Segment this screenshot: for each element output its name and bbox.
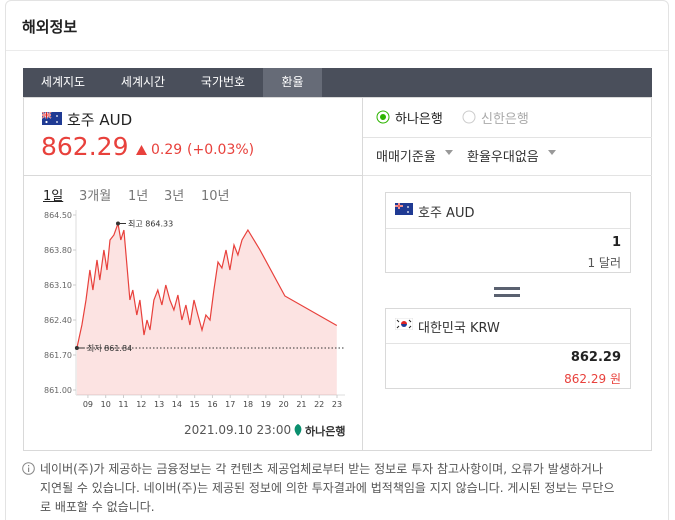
card (5, 0, 669, 520)
flag-au (395, 203, 413, 215)
y-tick-label: 862.40 (44, 316, 72, 325)
x-tick-label: 13 (154, 400, 164, 409)
converter-from-name: 호주 AUD (418, 206, 475, 221)
period-active[interactable]: 1일 (43, 189, 64, 204)
header-title: 해외정보 (22, 18, 78, 36)
y-tick-label: 861.70 (44, 351, 72, 360)
tab-bar (23, 68, 652, 97)
max-label: 최고 864.33 (128, 219, 173, 229)
divider (362, 97, 363, 451)
converter-to-unit: 862.29 원 (564, 372, 621, 386)
content-box (23, 97, 652, 451)
converter-to-name: 대한민국 KRW (418, 321, 500, 336)
bank-option[interactable]: 하나은행 (395, 112, 443, 127)
x-tick-label: 18 (243, 400, 253, 409)
tab[interactable]: 국가번호 (200, 75, 246, 89)
x-tick-label: 16 (207, 400, 217, 409)
flag-au (42, 112, 62, 125)
divider (6, 50, 668, 51)
change: 0.29 (151, 142, 183, 158)
source-logo (294, 424, 302, 436)
tab[interactable]: 세계지도 (40, 75, 86, 89)
x-tick-label: 12 (136, 400, 146, 409)
x-tick-label: 22 (314, 400, 324, 409)
period[interactable]: 3년 (164, 189, 185, 204)
equals-sign (494, 287, 520, 297)
divider (386, 343, 630, 344)
min-label: 최저 861.84 (87, 343, 132, 353)
period[interactable]: 1년 (128, 189, 149, 204)
tab[interactable]: 세계시간 (120, 75, 166, 89)
caret (548, 150, 556, 155)
x-tick-label: 19 (261, 400, 271, 409)
x-tick-label: 11 (118, 400, 128, 409)
timestamp: 2021.09.10 23:00 (184, 423, 292, 437)
up-arrow (136, 145, 147, 155)
x-tick-label: 23 (332, 400, 342, 409)
source: 하나은행 (305, 425, 346, 438)
dropdown[interactable]: 환율우대없음 (467, 150, 539, 165)
caret (445, 150, 453, 155)
currency-rate: 862.29 (41, 132, 129, 161)
x-tick-label: 09 (83, 400, 93, 409)
notice-line: 지연될 수 있습니다. 네이버(주)는 제공된 정보에 의한 투자결과에 법적책… (40, 481, 615, 495)
flag-kr (395, 318, 413, 330)
dropdown[interactable]: 매매기준율 (376, 150, 436, 165)
converter-from-unit: 1 달러 (587, 256, 621, 270)
divider (386, 228, 630, 229)
notice-line: 로 배포할 수 없습니다. (40, 500, 155, 514)
period[interactable]: 10년 (201, 189, 230, 204)
divider (363, 137, 652, 138)
y-tick-label: 861.00 (44, 386, 72, 395)
notice-line: 네이버(주)가 제공하는 금융정보는 각 컨텐츠 제공업체로부터 받는 정보로 … (40, 462, 603, 476)
chart: 861.00 861.70 862.40 863.10 863.80 864.50 09 10… (44, 210, 345, 409)
x-tick-label: 21 (296, 400, 306, 409)
converter-to-amount[interactable]: 862.29 (570, 350, 621, 365)
divider (23, 175, 362, 176)
converter-box (385, 308, 631, 389)
converter-from-amount[interactable]: 1 (611, 235, 621, 250)
radio[interactable] (462, 110, 476, 124)
x-tick-label: 20 (279, 400, 289, 409)
x-tick-label: 10 (101, 400, 111, 409)
line (76, 221, 338, 349)
x-tick-label: 17 (225, 400, 235, 409)
y-tick-label: 864.50 (44, 211, 72, 220)
bank-option[interactable]: 신한은행 (481, 112, 529, 127)
divider (363, 175, 652, 176)
x-tick-label: 15 (190, 400, 200, 409)
radio-selected[interactable] (376, 110, 390, 124)
currency-name: 호주 AUD (67, 111, 133, 129)
change-pct: (+0.03%) (187, 142, 255, 158)
converter-box (385, 192, 631, 273)
info-icon (22, 462, 35, 475)
y-tick-label: 863.80 (44, 246, 72, 255)
area (76, 223, 337, 395)
tab-active[interactable]: 환율 (263, 68, 322, 97)
period[interactable]: 3개월 (79, 189, 112, 204)
x-tick-label: 14 (172, 400, 182, 409)
y-tick-label: 863.10 (44, 281, 72, 290)
